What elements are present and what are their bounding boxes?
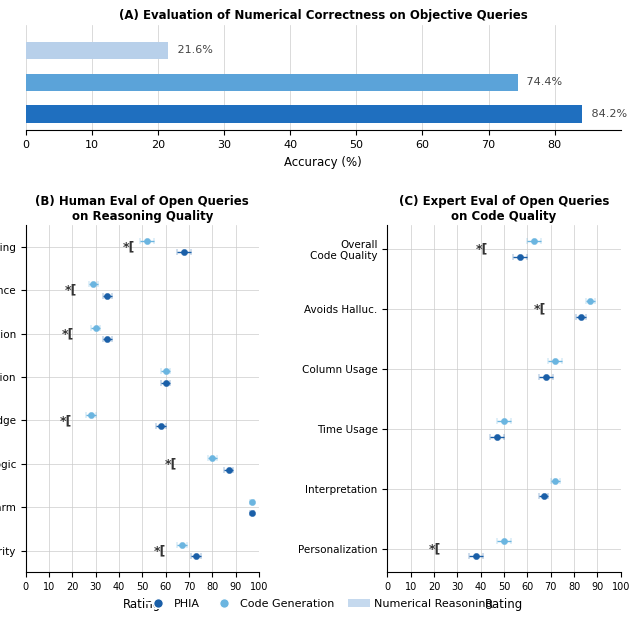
Text: *[: *[: [123, 240, 135, 253]
Title: (A) Evaluation of Numerical Correctness on Objective Queries: (A) Evaluation of Numerical Correctness …: [119, 9, 527, 22]
X-axis label: Accuracy (%): Accuracy (%): [284, 156, 362, 169]
Text: *[: *[: [65, 284, 77, 297]
Text: *[: *[: [153, 544, 166, 557]
Title: (C) Expert Eval of Open Queries
on Code Quality: (C) Expert Eval of Open Queries on Code …: [399, 195, 609, 223]
Text: *[: *[: [429, 542, 441, 555]
Text: 84.2%: 84.2%: [588, 109, 627, 119]
Text: *[: *[: [60, 414, 72, 427]
Legend: PHIA, Code Generation, Numerical Reasoning: PHIA, Code Generation, Numerical Reasoni…: [143, 595, 497, 613]
Text: *[: *[: [534, 302, 546, 315]
Bar: [26, 42, 168, 59]
Bar: [26, 73, 518, 91]
Bar: [26, 106, 582, 123]
Text: *[: *[: [62, 327, 75, 340]
Text: 74.4%: 74.4%: [523, 77, 562, 87]
X-axis label: Rating: Rating: [485, 598, 524, 611]
X-axis label: Rating: Rating: [123, 598, 161, 611]
Title: (B) Human Eval of Open Queries
on Reasoning Quality: (B) Human Eval of Open Queries on Reason…: [35, 195, 249, 223]
Text: *[: *[: [476, 243, 488, 255]
Text: 21.6%: 21.6%: [173, 45, 212, 55]
Text: *[: *[: [165, 457, 177, 470]
